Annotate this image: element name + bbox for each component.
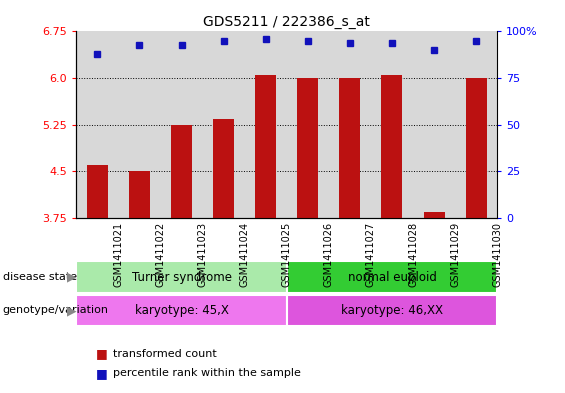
Text: GSM1411024: GSM1411024 [240,222,250,287]
Text: disease state: disease state [3,272,77,282]
Text: normal euploid: normal euploid [347,270,436,284]
Text: GSM1411026: GSM1411026 [324,222,334,287]
Bar [202,31,245,218]
Bar [287,31,329,218]
Title: GDS5211 / 222386_s_at: GDS5211 / 222386_s_at [203,15,370,29]
Bar [413,31,455,218]
Text: GSM1411030: GSM1411030 [492,222,502,287]
Text: genotype/variation: genotype/variation [3,305,109,316]
Bar [213,119,234,218]
Text: GSM1411021: GSM1411021 [114,222,123,287]
Text: karyotype: 45,X: karyotype: 45,X [134,304,228,317]
Bar [287,295,497,326]
Bar [371,31,413,218]
Bar [424,212,445,218]
Text: ■: ■ [96,347,108,360]
Bar [76,31,119,218]
Text: GSM1411023: GSM1411023 [198,222,207,287]
Text: ■: ■ [96,367,108,380]
Bar [87,165,108,218]
Bar [160,31,202,218]
Text: karyotype: 46,XX: karyotype: 46,XX [341,304,443,317]
Bar [171,125,192,218]
Text: ▶: ▶ [67,304,76,317]
Bar [245,31,287,218]
Text: ▶: ▶ [67,270,76,284]
Text: Turner syndrome: Turner syndrome [132,270,232,284]
Bar [329,31,371,218]
Text: GSM1411028: GSM1411028 [408,222,418,287]
Bar [129,171,150,218]
Bar [455,31,497,218]
Text: transformed count: transformed count [113,349,217,359]
Text: GSM1411025: GSM1411025 [282,222,292,287]
Bar [297,78,318,218]
Bar [287,261,497,293]
Text: percentile rank within the sample: percentile rank within the sample [113,368,301,378]
Text: GSM1411029: GSM1411029 [450,222,460,287]
Bar [76,295,287,326]
Text: GSM1411022: GSM1411022 [155,222,166,287]
Bar [381,75,402,218]
Bar [119,31,160,218]
Bar [466,78,486,218]
Text: GSM1411027: GSM1411027 [366,222,376,287]
Bar [255,75,276,218]
Bar [76,261,287,293]
Bar [340,78,360,218]
